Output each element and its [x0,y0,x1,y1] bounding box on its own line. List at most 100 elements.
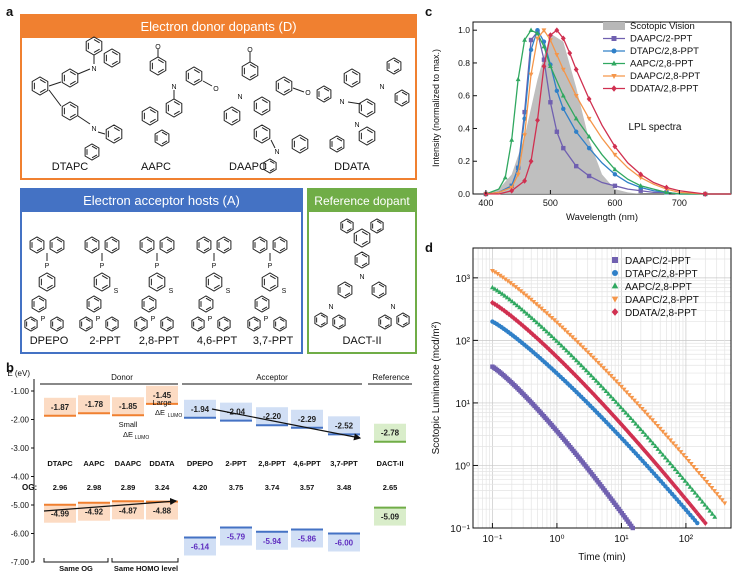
group-label-acceptor: Acceptor [256,373,288,382]
series-ddata-2-8-ppt [483,27,731,197]
data-point [598,383,604,388]
data-point [653,443,658,449]
data-point [535,36,540,42]
data-point [551,351,557,357]
data-point [612,166,618,172]
data-point [541,43,547,49]
svg-text:S: S [114,288,119,295]
data-point [639,406,645,412]
data-point [522,178,528,184]
data-point [574,163,579,169]
data-point [638,426,644,432]
svg-text:S: S [226,288,231,295]
svg-text:P: P [268,263,273,270]
y-tick-label: 0.4 [458,123,470,133]
data-point [665,457,671,463]
energy-level-diagram: E (eV) -1.00 -2.00 -3.00 -4.00 -5.00 -6.00 -7.0… [7,369,412,573]
molecule-name: 2,8-PPT [258,459,286,468]
reference-name: DACT-II [342,335,382,347]
svg-text:O: O [213,86,219,93]
svg-text:N: N [328,304,333,311]
data-point [573,116,579,121]
data-point [580,345,586,350]
data-point [541,308,547,314]
structure-dpepo: PP [24,236,65,332]
svg-text:N: N [359,274,364,281]
data-point [572,337,578,343]
lumo-block [44,397,76,416]
y-tick-label: 0.8 [458,58,470,68]
lpl-spectra-chart: 400 500 600 700 0.0 0.2 0.4 0.6 0.8 1.0 Wavelength… [431,21,732,223]
annotation-delta-small: ΔE [123,430,133,439]
data-point [573,357,579,363]
data-point [578,362,584,368]
panel-label-d: d [425,240,433,255]
data-point [561,345,567,350]
data-point [588,373,594,378]
x-axis-label: Wavelength (nm) [566,212,638,223]
data-point [533,302,539,307]
data-point [647,415,653,420]
data-point [612,183,618,189]
data-point [513,285,519,290]
acceptor-name-1: 2-PPT [89,335,121,347]
og-value: 3.75 [229,483,244,492]
annotation-large: Large [152,398,171,407]
data-point [655,446,661,451]
data-point [664,184,669,191]
series-line [485,28,731,195]
data-point [717,495,723,500]
reference-structure: N N N [314,218,410,330]
energy-tick-label: -6.00 [11,530,30,539]
svg-text:P: P [212,263,217,270]
data-point [528,27,534,32]
data-point [586,116,592,122]
homo-trend-arrow [43,497,178,512]
data-point [570,335,575,340]
data-point [608,374,614,379]
x-tick-label: 10² [679,534,694,545]
data-point [611,376,617,382]
data-point [551,335,557,341]
data-point [593,378,599,383]
data-point [532,333,538,340]
data-point [670,441,676,446]
energy-tick-label: -3.00 [11,444,30,453]
data-point [591,375,597,380]
data-point [547,32,553,38]
data-point [564,330,570,335]
lumo-block [374,423,406,442]
data-point [697,496,703,501]
structure-4-6-ppt: P P S [191,236,232,332]
data-point [680,475,686,480]
lumo-value: -2.04 [227,408,246,417]
data-point [652,421,658,426]
lumo-block [291,409,323,428]
svg-text:O: O [247,47,253,54]
energy-tick-label: -1.00 [11,387,30,396]
homo-value: -4.88 [153,507,172,516]
data-point [695,520,700,526]
data-point [515,76,521,82]
homo-value: -4.87 [119,506,138,515]
molecule-name: DPEPO [187,459,213,468]
data-point [492,286,498,291]
annotation-lumo-sub-large: LUMO [168,413,183,419]
data-point [567,332,573,338]
donor-name-3: DDATA [334,161,370,173]
data-point [695,493,700,498]
data-point [645,435,651,440]
data-point [505,279,511,284]
data-point [709,486,715,491]
data-point [629,395,635,401]
data-point [570,369,576,376]
data-point [509,137,515,142]
data-point [583,367,589,373]
data-point [608,409,614,416]
data-point [588,353,593,358]
data-point [514,302,520,308]
svg-text:N: N [390,304,395,311]
data-point [686,458,692,464]
og-value: 2.98 [87,483,102,492]
x-tick-label: 10⁰ [549,534,564,545]
